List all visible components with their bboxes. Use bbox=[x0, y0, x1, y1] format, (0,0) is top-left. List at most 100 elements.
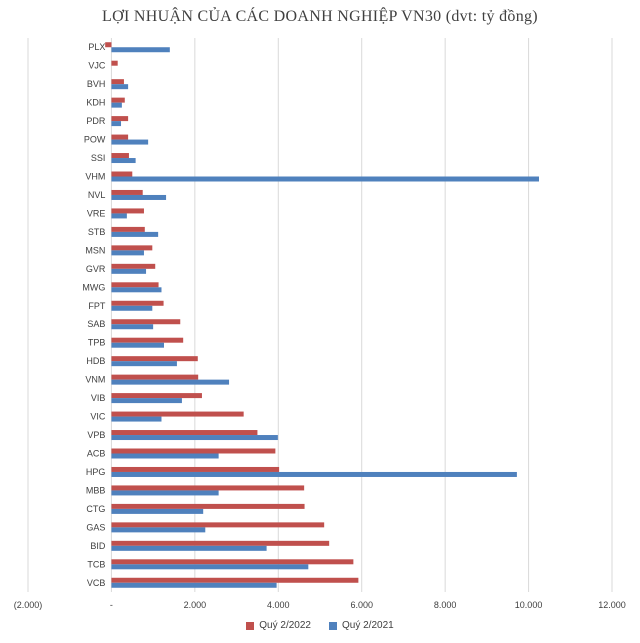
category-label-pow: POW bbox=[84, 135, 106, 145]
category-label-bvh: BVH bbox=[87, 79, 106, 89]
bar-hpg-series-2 bbox=[111, 471, 517, 477]
bar-vib-series-1 bbox=[111, 393, 202, 399]
bar-acb-series-2 bbox=[111, 453, 219, 459]
bar-mbb-series-1 bbox=[111, 485, 305, 491]
bar-vib-series-2 bbox=[111, 398, 182, 404]
category-label-gvr: GVR bbox=[86, 264, 106, 274]
category-label-bid: BID bbox=[90, 541, 106, 551]
category-label-msn: MSN bbox=[85, 245, 105, 255]
bar-hpg-series-1 bbox=[111, 466, 280, 472]
category-label-vic: VIC bbox=[90, 412, 106, 422]
category-labels: PLX VJC BVH KDH PDR POW SSI VHM NVL VRE STB MSN GVR M… bbox=[82, 42, 106, 588]
gridlines bbox=[27, 38, 613, 592]
category-label-vpb: VPB bbox=[87, 430, 105, 440]
bar-sab-series-1 bbox=[111, 319, 181, 325]
legend-swatch bbox=[329, 621, 337, 630]
legend-label: Quý 2/2022 bbox=[259, 620, 311, 631]
bar-vic-series-2 bbox=[111, 416, 162, 422]
category-label-pdr: PDR bbox=[86, 116, 106, 126]
bar-vhm-series-1 bbox=[111, 171, 133, 177]
bar-vre-series-1 bbox=[111, 208, 144, 214]
bar-stb-series-1 bbox=[111, 226, 145, 232]
bar-gvr-series-2 bbox=[111, 268, 147, 274]
legend: Quý 2/2022 Quý 2/2021 bbox=[0, 620, 640, 631]
x-tick-label: (2.000) bbox=[14, 600, 43, 610]
bar-tcb-series-2 bbox=[111, 564, 309, 570]
bar-pdr-series-1 bbox=[111, 116, 129, 122]
bar-hdb-series-1 bbox=[111, 356, 198, 362]
category-label-ctg: CTG bbox=[86, 504, 105, 514]
x-tick-label: 10.000 bbox=[515, 600, 543, 610]
bar-fpt-series-1 bbox=[111, 300, 164, 306]
bar-vhm-series-2 bbox=[111, 176, 539, 182]
category-label-vre: VRE bbox=[87, 208, 106, 218]
bar-vnm-series-1 bbox=[111, 374, 199, 380]
category-label-sab: SAB bbox=[87, 319, 105, 329]
x-tick-label: 6.000 bbox=[350, 600, 373, 610]
bar-ssi-series-2 bbox=[111, 158, 136, 164]
category-label-kdh: KDH bbox=[86, 98, 105, 108]
category-label-fpt: FPT bbox=[88, 301, 106, 311]
legend-label: Quý 2/2021 bbox=[342, 620, 394, 631]
bar-vcb-series-2 bbox=[111, 582, 277, 588]
x-tick-label: 4.000 bbox=[267, 600, 290, 610]
category-label-vhm: VHM bbox=[85, 172, 105, 182]
bars bbox=[105, 42, 539, 588]
category-label-stb: STB bbox=[88, 227, 106, 237]
bar-nvl-series-1 bbox=[111, 189, 143, 195]
category-label-hdb: HDB bbox=[86, 356, 105, 366]
x-tick-label: - bbox=[110, 600, 113, 610]
bar-kdh-series-2 bbox=[111, 102, 122, 108]
bar-tcb-series-1 bbox=[111, 559, 354, 565]
bar-mwg-series-1 bbox=[111, 282, 159, 288]
category-label-ssi: SSI bbox=[91, 153, 106, 163]
legend-swatch bbox=[246, 621, 255, 630]
bar-tpb-series-1 bbox=[111, 337, 184, 343]
bar-msn-series-2 bbox=[111, 250, 144, 256]
category-label-nvl: NVL bbox=[88, 190, 106, 200]
bar-pow-series-1 bbox=[111, 134, 129, 140]
chart-title: LỢI NHUẬN CỦA CÁC DOANH NGHIỆP VN30 (dvt… bbox=[102, 8, 538, 25]
bar-gas-series-1 bbox=[111, 522, 325, 528]
bar-acb-series-1 bbox=[111, 448, 276, 454]
bar-plx-series-2 bbox=[111, 47, 170, 53]
bar-sab-series-2 bbox=[111, 324, 154, 330]
category-label-mwg: MWG bbox=[82, 282, 105, 292]
bar-kdh-series-1 bbox=[111, 97, 125, 103]
bar-vjc-series-1 bbox=[111, 60, 118, 66]
category-label-vnm: VNM bbox=[85, 375, 105, 385]
bar-mwg-series-2 bbox=[111, 287, 162, 293]
bar-vpb-series-1 bbox=[111, 430, 258, 436]
category-label-hpg: HPG bbox=[86, 467, 106, 477]
x-tick-label: 8.000 bbox=[434, 600, 457, 610]
bar-vic-series-1 bbox=[111, 411, 244, 417]
bar-gas-series-2 bbox=[111, 527, 206, 533]
bar-bid-series-2 bbox=[111, 545, 267, 551]
bar-gvr-series-1 bbox=[111, 263, 156, 269]
bar-ctg-series-2 bbox=[111, 508, 204, 514]
bar-ctg-series-1 bbox=[111, 503, 305, 509]
category-label-tcb: TCB bbox=[87, 559, 105, 569]
legend-item-series-2: Quý 2/2021 bbox=[329, 620, 394, 631]
bar-fpt-series-2 bbox=[111, 305, 153, 311]
bar-plx-series-1 bbox=[105, 42, 112, 48]
x-tick-label: 2.000 bbox=[184, 600, 207, 610]
bar-pow-series-2 bbox=[111, 139, 149, 145]
category-label-vjc: VJC bbox=[88, 61, 106, 71]
bar-stb-series-2 bbox=[111, 231, 159, 237]
bar-nvl-series-2 bbox=[111, 194, 167, 200]
bar-vre-series-2 bbox=[111, 213, 127, 219]
bar-msn-series-1 bbox=[111, 245, 153, 251]
category-label-mbb: MBB bbox=[86, 485, 106, 495]
bar-tpb-series-2 bbox=[111, 342, 164, 348]
category-label-gas: GAS bbox=[86, 522, 105, 532]
bar-vcb-series-1 bbox=[111, 577, 359, 583]
category-label-acb: ACB bbox=[87, 449, 106, 459]
category-label-vib: VIB bbox=[91, 393, 106, 403]
x-tick-labels: (2.000) - 2.000 4.000 6.000 8.000 10.000 12.000 bbox=[14, 600, 626, 610]
bar-bvh-series-2 bbox=[111, 84, 129, 90]
category-label-tpb: TPB bbox=[88, 338, 106, 348]
bar-mbb-series-2 bbox=[111, 490, 219, 496]
category-label-plx: PLX bbox=[88, 42, 105, 52]
